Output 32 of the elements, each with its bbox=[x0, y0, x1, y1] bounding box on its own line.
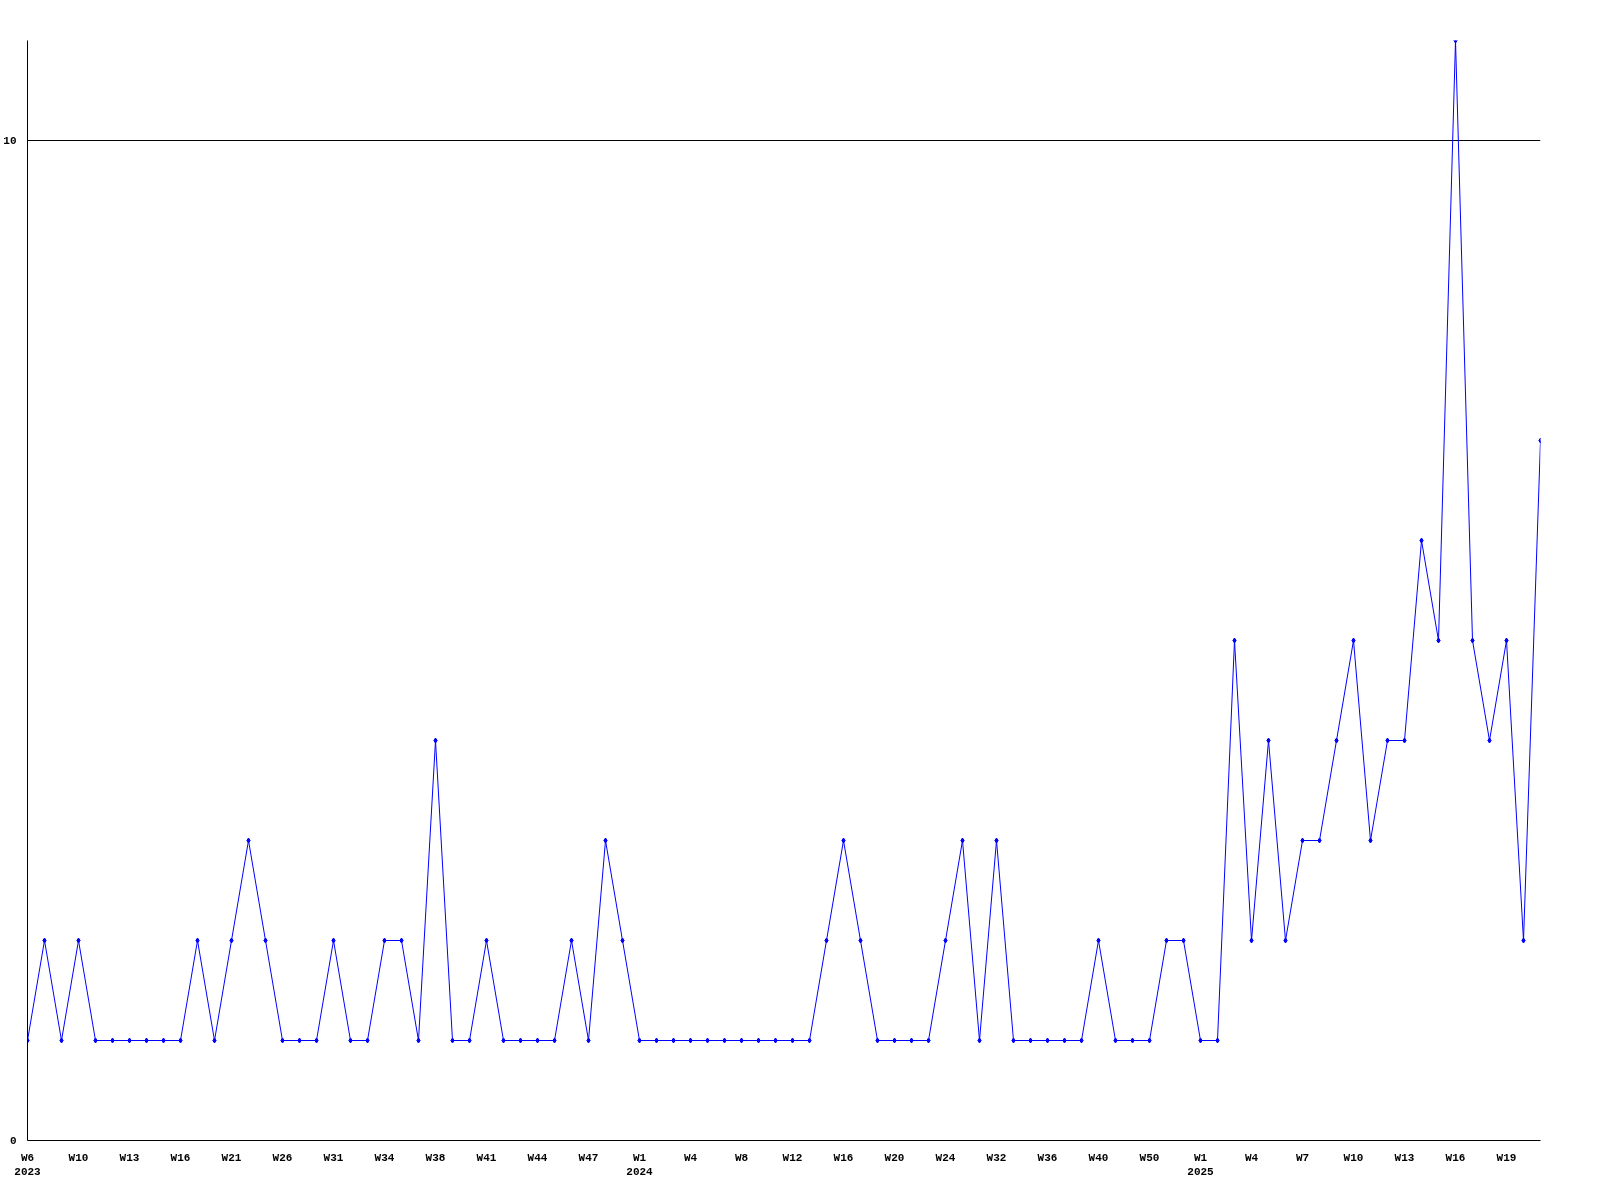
x-tick-label: W50 bbox=[1139, 1151, 1160, 1164]
x-tick-label: W47 bbox=[578, 1151, 599, 1164]
y-tick-label: 0 bbox=[9, 1135, 17, 1147]
x-tick-label: W4 bbox=[1244, 1151, 1259, 1164]
x-tick-label: W31 bbox=[323, 1151, 344, 1164]
x-tick-label: W38 bbox=[425, 1151, 446, 1164]
x-tick-label: W24 bbox=[935, 1151, 956, 1164]
x-tick-label: W8 bbox=[734, 1151, 749, 1164]
x-tick-label: W13 bbox=[1394, 1151, 1415, 1164]
y-tick-label: 10 bbox=[3, 135, 17, 147]
x-tick-label: W7 bbox=[1295, 1151, 1310, 1164]
x-tick-label: W21 bbox=[221, 1151, 242, 1164]
x-tick-label: W16 bbox=[170, 1151, 191, 1164]
x-tick-label: W44 bbox=[527, 1151, 548, 1164]
x-tick-label: W34 bbox=[374, 1151, 395, 1164]
x-tick-label: W6 2023 bbox=[14, 1151, 42, 1178]
x-tick-label: W13 bbox=[119, 1151, 140, 1164]
x-tick-label: W10 bbox=[68, 1151, 89, 1164]
x-tick-label: W1 2025 bbox=[1187, 1151, 1215, 1178]
x-tick-label: W1 2024 bbox=[626, 1151, 654, 1178]
x-tick-label: W32 bbox=[986, 1151, 1007, 1164]
x-tick-label: W4 bbox=[683, 1151, 698, 1164]
x-tick-label: W20 bbox=[884, 1151, 905, 1164]
x-tick-label: W12 bbox=[782, 1151, 803, 1164]
x-tick-label: W41 bbox=[476, 1151, 497, 1164]
x-tick-label: W10 bbox=[1343, 1151, 1364, 1164]
x-tick-label: W36 bbox=[1037, 1151, 1058, 1164]
x-tick-label: W16 bbox=[833, 1151, 854, 1164]
x-tick-label: W40 bbox=[1088, 1151, 1109, 1164]
x-tick-label: W16 bbox=[1445, 1151, 1466, 1164]
x-tick-label: W19 bbox=[1496, 1151, 1517, 1164]
x-tick-label: W26 bbox=[272, 1151, 293, 1164]
